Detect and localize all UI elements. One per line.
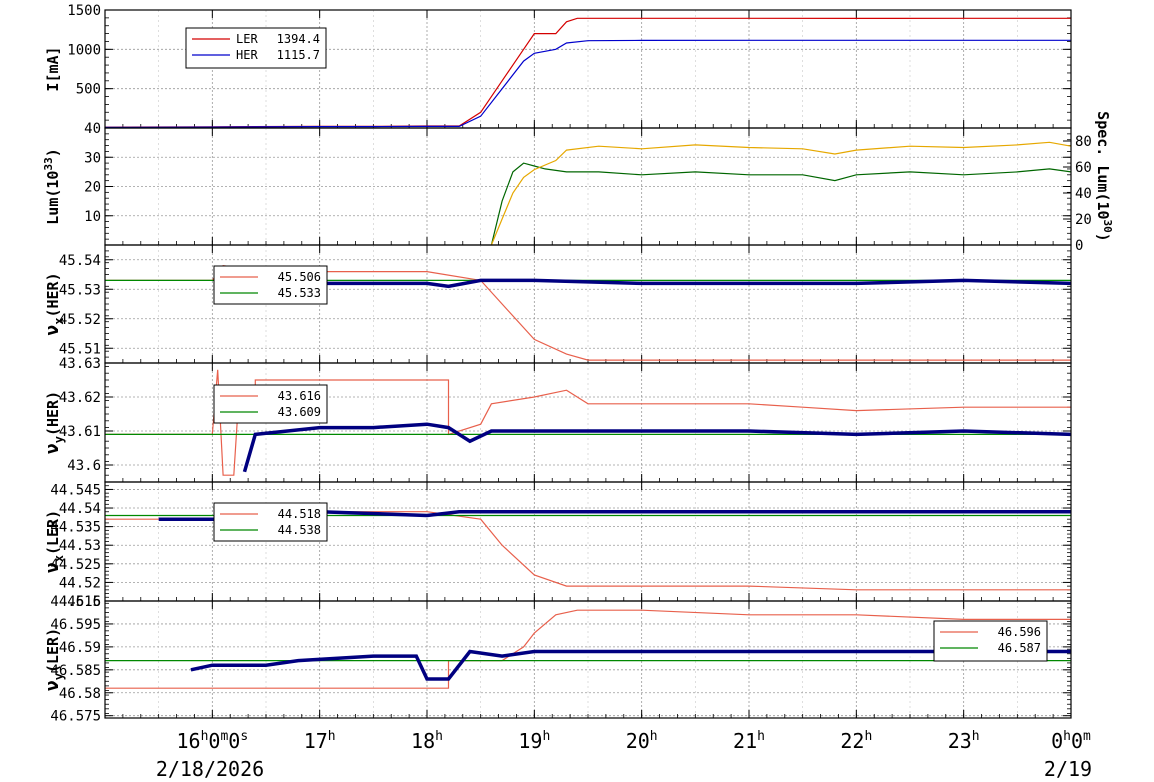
xtick-label: 16h0m0s bbox=[176, 729, 248, 753]
legend: 44.518 44.538 bbox=[213, 502, 328, 542]
series-blue bbox=[255, 278, 1072, 289]
ytick-label: 44.52 bbox=[59, 575, 101, 591]
ytick-label: 45.51 bbox=[59, 341, 101, 357]
y-axis-label: I[mA] bbox=[44, 46, 62, 91]
legend: LER 1394.4 HER 1115.7 bbox=[185, 27, 327, 69]
y2-axis-label: Spec. Lum(1030) bbox=[1094, 111, 1114, 242]
xtick-label: 20h bbox=[626, 729, 658, 753]
ytick-label: 45.54 bbox=[59, 253, 101, 269]
legend-value: 1394.4 bbox=[277, 32, 320, 46]
panel-current: 500 1000 1500 I[mA] LER 1394.4 HER 1115.7 bbox=[44, 3, 1072, 129]
ytick-label: 45.53 bbox=[59, 282, 101, 298]
legend-value: 45.533 bbox=[278, 286, 321, 300]
ytick-label: 44.53 bbox=[59, 538, 101, 554]
y2tick-label: 0 bbox=[1075, 238, 1083, 254]
panel-frame bbox=[104, 600, 1072, 719]
legend-box bbox=[185, 27, 327, 69]
legend-value: 1115.7 bbox=[277, 48, 320, 62]
xtick-label: 0h0m bbox=[1051, 729, 1091, 753]
xtick-label: 19h bbox=[518, 729, 550, 753]
legend-name: HER bbox=[236, 48, 258, 62]
y2tick-label: 40 bbox=[1075, 186, 1092, 202]
x-axis: 16h0m0s 17h 18h 19h 20h 21h 22h 23h 0h0m 2/18/202… bbox=[156, 729, 1092, 781]
series-red bbox=[105, 369, 1071, 476]
y2tick-label: 20 bbox=[1075, 212, 1092, 228]
panel-nuy_her: 43.6 43.61 43.62 43.63 νy(HER) 43.616 43.609 bbox=[42, 356, 1072, 483]
series-lum bbox=[490, 162, 1072, 246]
ytick-label: 44.525 bbox=[50, 557, 101, 573]
legend-name: LER bbox=[236, 32, 258, 46]
legend-box bbox=[213, 384, 328, 424]
ytick-label: 40 bbox=[84, 121, 101, 137]
ytick-label: 46.6 bbox=[67, 594, 101, 610]
legend-value: 43.609 bbox=[278, 405, 321, 419]
date-label-right: 2/19 bbox=[1044, 757, 1092, 781]
ytick-label: 43.61 bbox=[59, 424, 101, 440]
ytick-label: 10 bbox=[84, 209, 101, 225]
ytick-label: 43.63 bbox=[59, 356, 101, 372]
legend-value: 44.538 bbox=[278, 523, 321, 537]
legend-value: 43.616 bbox=[278, 389, 321, 403]
legend-box bbox=[933, 620, 1048, 662]
legend: 46.596 46.587 bbox=[933, 620, 1048, 662]
ytick-label: 46.575 bbox=[50, 709, 101, 725]
ytick-label: 44.545 bbox=[50, 482, 101, 498]
ytick-label: 20 bbox=[84, 180, 101, 196]
y-axis-label: νx(HER) bbox=[42, 272, 66, 335]
ytick-label: 30 bbox=[84, 150, 101, 166]
legend-box bbox=[213, 502, 328, 542]
ytick-label: 46.59 bbox=[59, 640, 101, 656]
legend: 45.506 45.533 bbox=[213, 265, 328, 305]
legend-value: 44.518 bbox=[278, 507, 321, 521]
y2tick-label: 80 bbox=[1075, 134, 1092, 150]
ytick-label: 1500 bbox=[67, 3, 101, 19]
series-blue bbox=[242, 422, 1072, 473]
y2tick-label: 60 bbox=[1075, 160, 1092, 176]
date-label-left: 2/18/2026 bbox=[156, 757, 264, 781]
y-axis-label: Lum(1033) bbox=[42, 148, 62, 224]
y-axis-label: νx(LER) bbox=[42, 510, 66, 573]
ytick-label: 46.58 bbox=[59, 686, 101, 702]
xtick-label: 17h bbox=[304, 729, 336, 753]
panel-nux_ler: 44.515 44.52 44.525 44.53 44.535 44.54 44.545 ν… bbox=[42, 481, 1072, 610]
legend-box bbox=[213, 265, 328, 305]
ytick-label: 46.585 bbox=[50, 663, 101, 679]
panel-lumi: 10 20 30 40 0 20 40 60 80 Spec. Lum(1030) Lum(1033… bbox=[42, 111, 1114, 254]
xtick-label: 23h bbox=[948, 729, 980, 753]
ytick-label: 44.535 bbox=[50, 520, 101, 536]
ytick-label: 45.52 bbox=[59, 312, 101, 328]
legend: 43.616 43.609 bbox=[213, 384, 328, 424]
xtick-label: 21h bbox=[733, 729, 765, 753]
legend-value: 45.506 bbox=[278, 270, 321, 284]
panel-nuy_ler: 46.575 46.58 46.585 46.59 46.595 46.6 νy(LER) 4… bbox=[42, 594, 1072, 725]
xtick-label: 22h bbox=[840, 729, 872, 753]
ytick-label: 44.515 bbox=[50, 594, 101, 610]
y-axis-label: νy(HER) bbox=[42, 391, 66, 454]
legend-value: 46.596 bbox=[998, 625, 1041, 639]
y-axis-label: νy(LER) bbox=[42, 628, 66, 691]
ytick-label: 1000 bbox=[67, 42, 101, 58]
ytick-label: 43.6 bbox=[67, 458, 101, 474]
ytick-label: 500 bbox=[76, 82, 101, 98]
series-blue bbox=[190, 649, 1071, 681]
ytick-label: 46.595 bbox=[50, 617, 101, 633]
legend-value: 46.587 bbox=[998, 641, 1041, 655]
xtick-label: 18h bbox=[411, 729, 443, 753]
series-her bbox=[104, 39, 1071, 128]
ytick-label: 44.54 bbox=[59, 501, 101, 517]
series-spec-lum bbox=[490, 141, 1072, 246]
ytick-label: 43.62 bbox=[59, 390, 101, 406]
panel-nux_her: 45.51 45.52 45.53 45.54 νx(HER) 45.506 45.533 bbox=[42, 244, 1072, 364]
